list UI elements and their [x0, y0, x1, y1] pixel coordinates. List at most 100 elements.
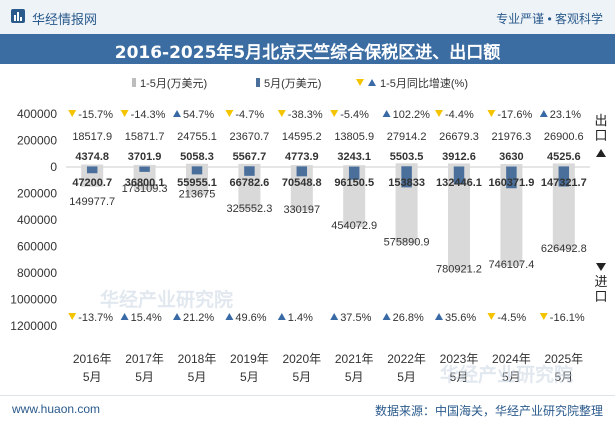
- y-tick-label: 200000: [17, 134, 57, 148]
- export-growth-down-icon: [330, 110, 339, 117]
- export-side-label: 口: [594, 128, 607, 143]
- export-growth-label: -5.4%: [340, 109, 369, 121]
- y-tick-label: 1000000: [10, 293, 57, 307]
- import-cumulative-bar: [290, 167, 313, 211]
- import-growth-up-icon: [173, 313, 181, 320]
- import-growth-down-icon: [487, 313, 496, 320]
- y-tick-label: 400000: [17, 107, 57, 121]
- import-arrow-down-icon: [596, 263, 606, 271]
- import-cumulative-label: 173109.3: [122, 183, 168, 195]
- import-monthly-label: 36800.1: [125, 177, 165, 189]
- export-growth-label: 54.7%: [183, 109, 214, 121]
- import-cumulative-label: 454072.9: [331, 220, 377, 232]
- x-tick-year: 2021年: [335, 352, 374, 366]
- x-tick-year: 2024年: [492, 352, 531, 366]
- export-cumulative-label: 14595.2: [282, 131, 322, 143]
- export-cumulative-bar: [81, 164, 104, 167]
- import-cumulative-bar: [81, 167, 104, 187]
- import-cumulative-label: 780921.2: [436, 263, 482, 275]
- chart: 1-5月(万美元) 5月(万美元) 1-5月同比增速(%) 400000 200000 0…: [10, 76, 607, 384]
- import-growth-label: 26.8%: [393, 312, 424, 324]
- x-tick-month: 5月: [188, 370, 207, 384]
- import-growth-label: -16.1%: [550, 312, 585, 324]
- export-cumulative-bar: [552, 163, 575, 167]
- logo-icon: [11, 9, 25, 23]
- import-growth-label: 15.4%: [131, 312, 162, 324]
- export-monthly-label: 4773.9: [285, 151, 319, 163]
- export-monthly-label: 3243.1: [337, 151, 371, 163]
- import-cumulative-bar: [447, 167, 471, 271]
- import-monthly-bar: [401, 167, 412, 188]
- x-tick-month: 5月: [292, 370, 311, 384]
- export-cumulative-label: 23670.7: [230, 131, 270, 143]
- x-tick-month: 5月: [397, 370, 416, 384]
- website-link[interactable]: www.huaon.com: [12, 402, 101, 416]
- x-tick-month: 5月: [345, 370, 364, 384]
- import-cumulative-bar: [343, 167, 366, 228]
- y-tick-label: 1200000: [10, 319, 57, 333]
- x-tick-year: 2020年: [282, 352, 321, 366]
- export-monthly-bar: [401, 166, 412, 168]
- import-growth-label: 21.2%: [183, 312, 214, 324]
- chart-title: 2016-2025年5月北京天竺综合保税区进、出口额: [114, 43, 501, 63]
- export-growth-label: -17.6%: [497, 109, 532, 121]
- export-cumulative-label: 21976.3: [492, 131, 532, 143]
- top-bar: 华经情报网 专业严谨 • 客观科学: [0, 0, 615, 34]
- import-growth-up-icon: [277, 313, 286, 320]
- export-cumulative-bar: [290, 165, 313, 167]
- footer-divider: [0, 395, 615, 396]
- y-tick-label: 800000: [17, 266, 57, 280]
- import-cumulative-label: 325552.3: [226, 203, 272, 215]
- import-cumulative-bar: [552, 167, 575, 251]
- import-growth-down-icon: [68, 313, 77, 320]
- import-side-label: 口: [594, 289, 607, 304]
- import-monthly-bar: [139, 167, 150, 172]
- export-growth-down-icon: [487, 110, 496, 117]
- import-cumulative-label: 213675: [179, 188, 216, 200]
- export-monthly-bar: [558, 166, 570, 168]
- legend-growth-up-icon: [368, 79, 376, 86]
- site-name[interactable]: 华经情报网: [32, 12, 98, 27]
- import-cumulative-bar: [238, 167, 261, 211]
- export-monthly-label: 5503.5: [390, 151, 424, 163]
- import-monthly-bar: [244, 167, 255, 176]
- export-cumulative-bar: [133, 164, 156, 167]
- export-growth-up-icon: [539, 110, 548, 117]
- export-cumulative-bar: [395, 163, 418, 167]
- x-tick-year: 2022年: [387, 352, 426, 366]
- export-cumulative-label: 13805.9: [334, 131, 374, 143]
- legend-label-growth: 1-5月同比增速(%): [380, 76, 468, 90]
- import-growth-down-icon: [539, 313, 548, 320]
- import-monthly-bar: [296, 167, 308, 177]
- import-monthly-label: 147321.7: [541, 177, 587, 189]
- export-cumulative-label: 26679.3: [439, 131, 479, 143]
- export-cumulative-bar: [447, 163, 471, 167]
- x-tick-year: 2016年: [73, 352, 112, 366]
- export-cumulative-bar: [343, 165, 366, 167]
- y-tick-label: 0: [50, 160, 57, 174]
- legend-label-monthly: 5月(万美元): [264, 77, 321, 90]
- y-tick-label: 200000: [17, 187, 57, 201]
- export-cumulative-bar: [238, 163, 261, 167]
- import-growth-up-icon: [120, 313, 129, 320]
- x-tick-year: 2018年: [178, 352, 217, 366]
- x-tick-month: 5月: [450, 370, 469, 384]
- export-growth-down-icon: [120, 110, 129, 117]
- import-monthly-bar: [86, 167, 98, 174]
- import-monthly-bar: [348, 167, 360, 180]
- export-growth-label: -4.4%: [445, 109, 474, 121]
- y-tick-label: 600000: [17, 240, 57, 254]
- import-monthly-label: 55955.1: [177, 177, 217, 189]
- x-tick-year: 2025年: [544, 352, 583, 366]
- import-monthly-bar: [506, 167, 517, 189]
- export-growth-up-icon: [382, 110, 391, 117]
- x-tick-month: 5月: [135, 370, 154, 384]
- export-monthly-label: 3630: [499, 151, 523, 163]
- export-cumulative-label: 24755.1: [177, 131, 217, 143]
- title-bar: 2016-2025年5月北京天竺综合保税区进、出口额: [0, 34, 615, 64]
- export-growth-down-icon: [277, 110, 286, 117]
- import-monthly-label: 47200.7: [72, 177, 112, 189]
- import-cumulative-bar: [133, 167, 156, 190]
- import-growth-label: -13.7%: [78, 312, 113, 324]
- y-tick-label: 400000: [17, 213, 57, 227]
